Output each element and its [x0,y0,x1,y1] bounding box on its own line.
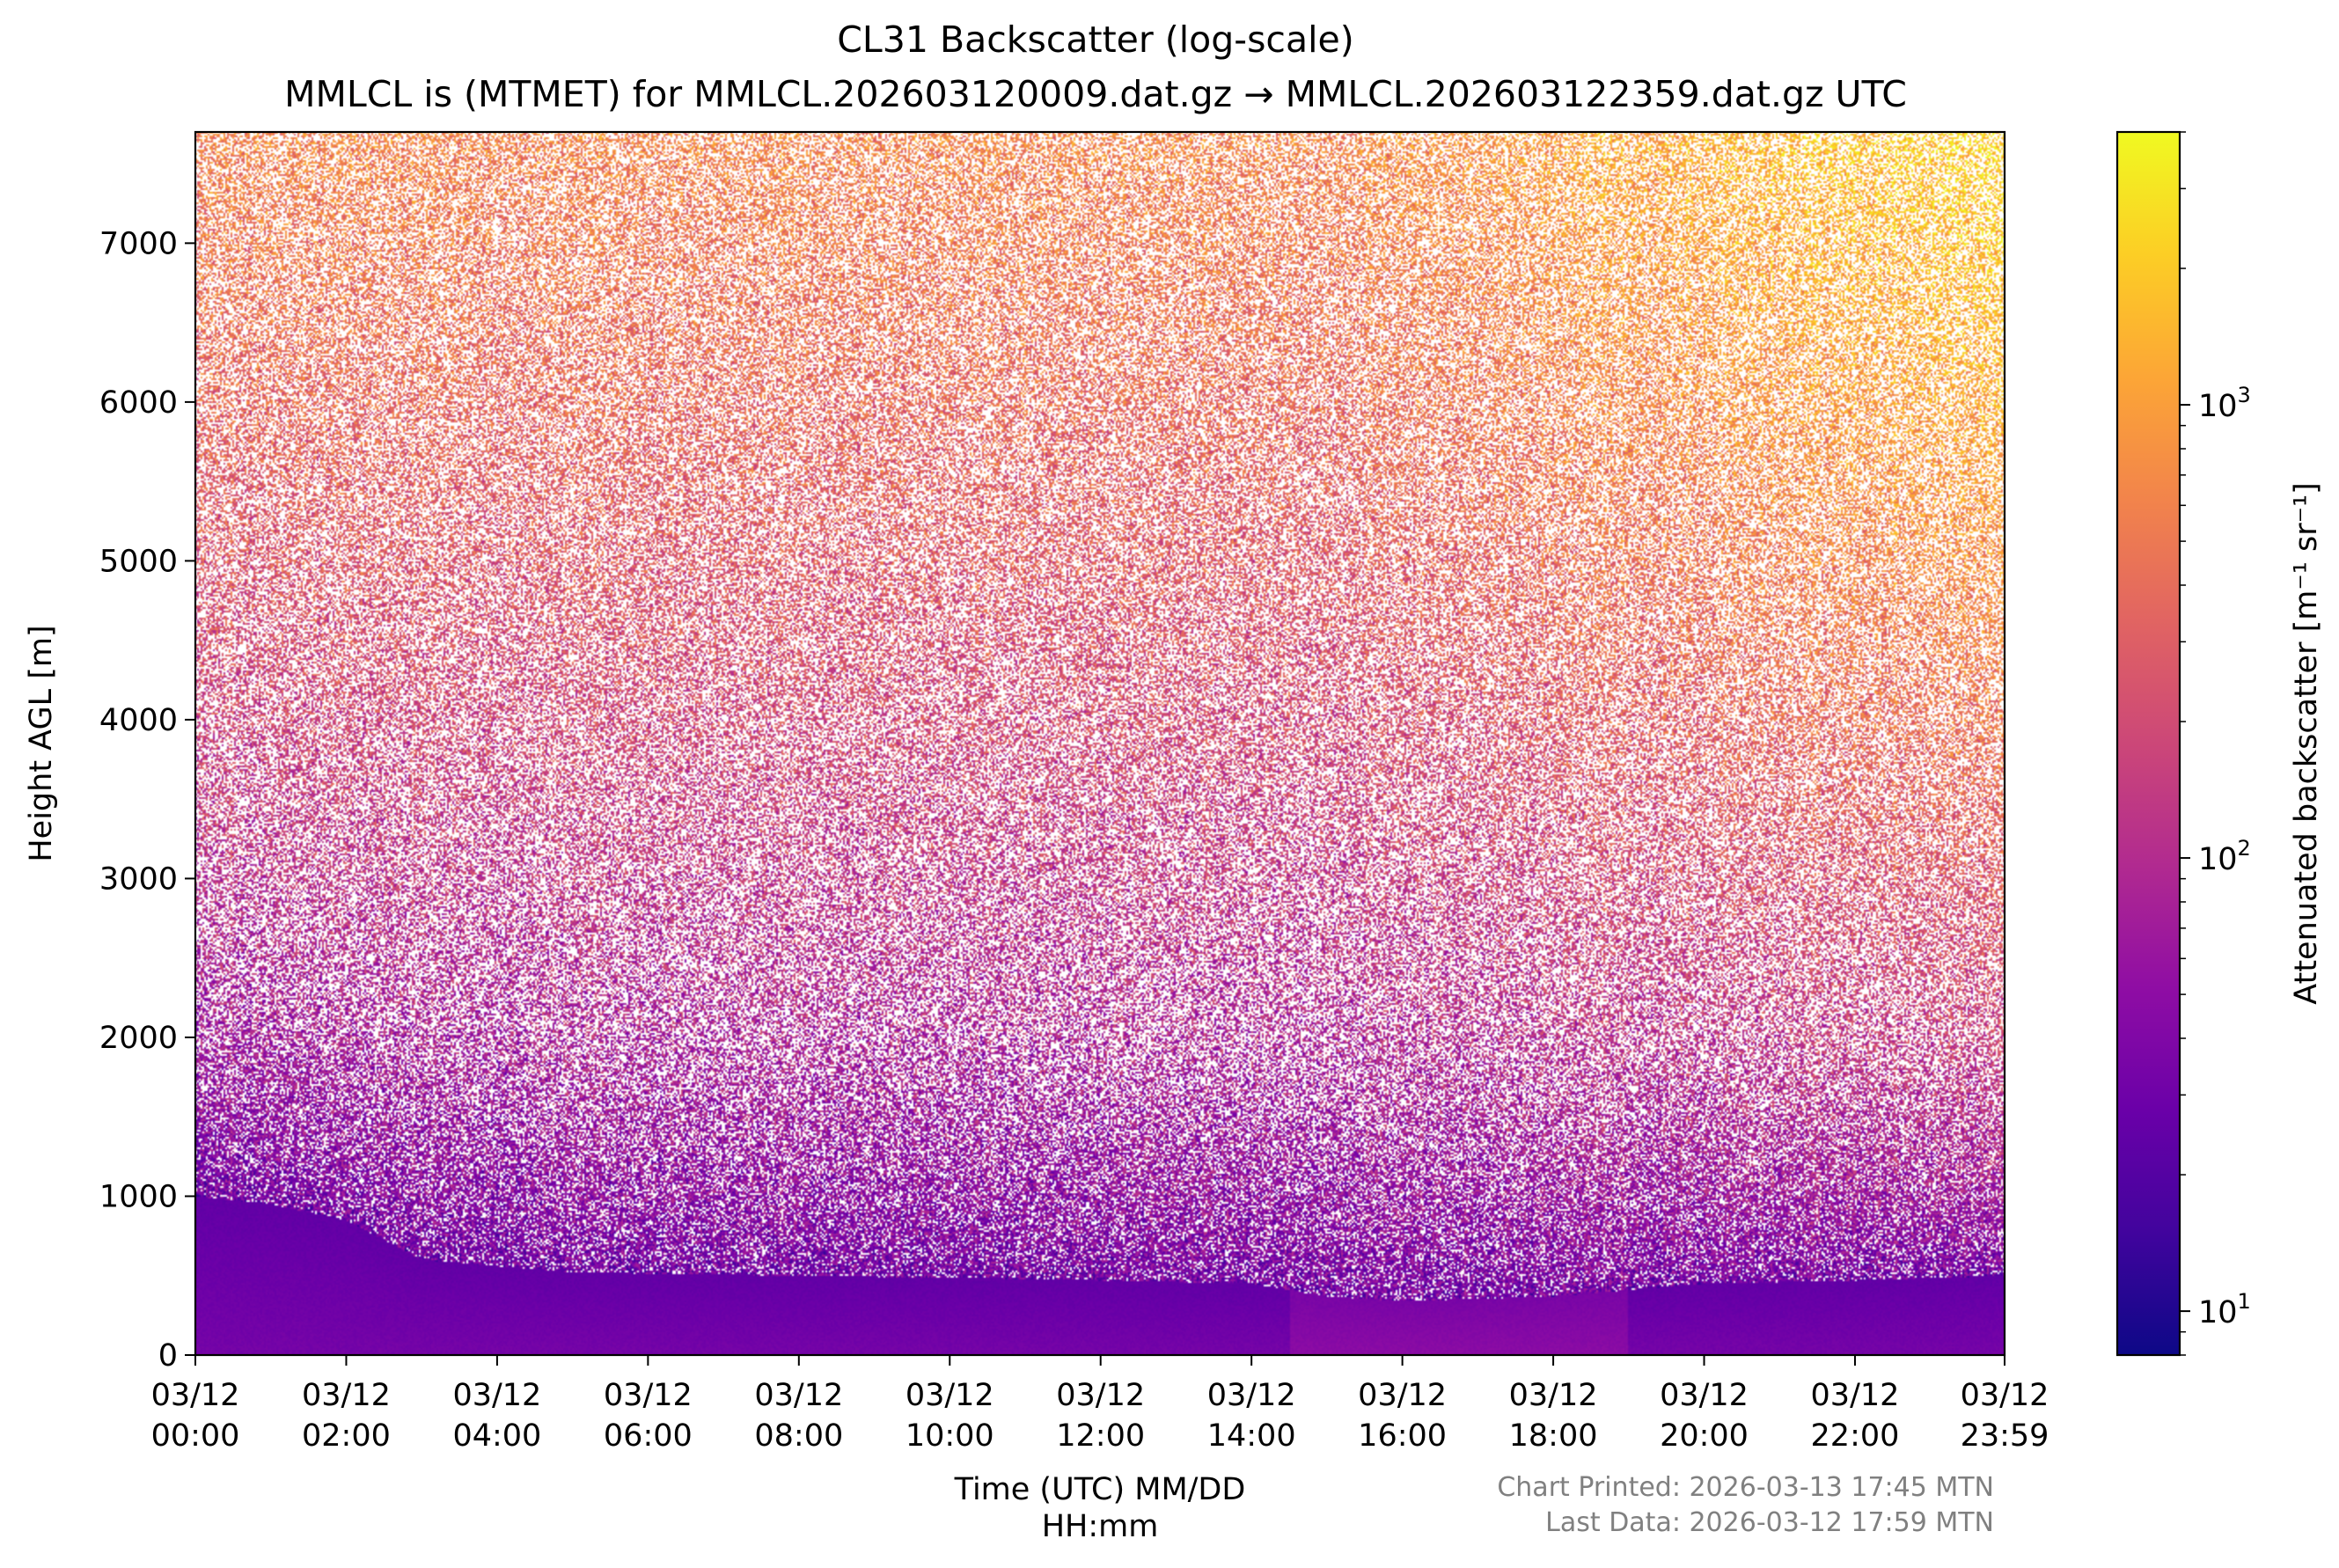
x-tick-label-time: 18:00 [1509,1418,1598,1454]
x-tick-label-time: 00:00 [151,1418,240,1454]
y-tick-label: 1000 [99,1179,178,1214]
x-tick-label-time: 10:00 [906,1418,994,1454]
x-tick-label-date: 03/12 [906,1378,994,1413]
y-tick-label: 2000 [99,1021,178,1056]
y-axis: 0 1000 2000 3000 4000 5000 6000 7000 [99,226,195,1374]
chart-printed-note: Chart Printed: 2026-03-13 17:45 MTN [1497,1472,1994,1503]
colorbar-gradient [2117,132,2180,1355]
x-tick-label-time: 16:00 [1358,1418,1447,1454]
x-tick-label-time: 02:00 [302,1418,391,1454]
colorbar-tick-label: 103 [2198,383,2251,424]
x-tick-label-date: 03/12 [1509,1378,1598,1413]
colorbar-tick-label: 102 [2198,836,2251,877]
colorbar-label: Attenuated backscatter [m⁻¹ sr⁻¹] [2289,482,2324,1004]
colorbar-tick-label: 101 [2198,1289,2251,1330]
y-tick-label: 5000 [99,544,178,579]
x-tick-label-date: 03/12 [754,1378,843,1413]
x-tick-label-date: 03/12 [1961,1378,2049,1413]
x-tick-label-time: 20:00 [1660,1418,1749,1454]
x-tick-label-date: 03/12 [151,1378,240,1413]
last-data-note: Last Data: 2026-03-12 17:59 MTN [1545,1507,1994,1538]
x-tick-label-time: 08:00 [754,1418,843,1454]
colorbar: 101 102 103 [2115,130,2251,1357]
y-axis-label: Height AGL [m] [24,625,59,861]
x-tick-label-date: 03/12 [302,1378,391,1413]
y-tick-label: 4000 [99,703,178,738]
x-tick-label-date: 03/12 [1207,1378,1296,1413]
x-tick-label-date: 03/12 [1056,1378,1145,1413]
x-tick-label-time: 22:00 [1811,1418,1900,1454]
backscatter-heatmap [195,132,2005,1355]
x-tick-label-date: 03/12 [1660,1378,1749,1413]
x-axis: 03/12 00:00 03/12 02:00 03/12 04:00 03/12 06:00… [151,1355,2049,1454]
chart-title: CL31 Backscatter (log-scale) [837,18,1353,61]
x-tick-label-time: 14:00 [1207,1418,1296,1454]
colorbar-ticks: 101 102 103 [2180,131,2251,1356]
y-tick-label: 7000 [99,226,178,261]
y-tick-label: 6000 [99,385,178,421]
x-axis-label-line2: HH:mm [1042,1509,1159,1544]
x-tick-label-date: 03/12 [604,1378,693,1413]
heatmap-area [194,130,2006,1357]
x-axis-label-line1: Time (UTC) MM/DD [954,1472,1246,1507]
x-tick-label-time: 23:59 [1961,1418,2049,1454]
x-tick-label-time: 04:00 [452,1418,541,1454]
x-tick-label-time: 12:00 [1056,1418,1145,1454]
x-tick-label-date: 03/12 [1811,1378,1900,1413]
chart-subtitle: MMLCL is (MTMET) for MMLCL.202603120009.… [284,73,1907,115]
x-tick-label-date: 03/12 [452,1378,541,1413]
x-tick-label-time: 06:00 [604,1418,693,1454]
y-tick-label: 0 [158,1338,178,1374]
x-tick-label-date: 03/12 [1358,1378,1447,1413]
colorbar-frame [2115,130,2181,1357]
y-tick-label: 3000 [99,861,178,897]
